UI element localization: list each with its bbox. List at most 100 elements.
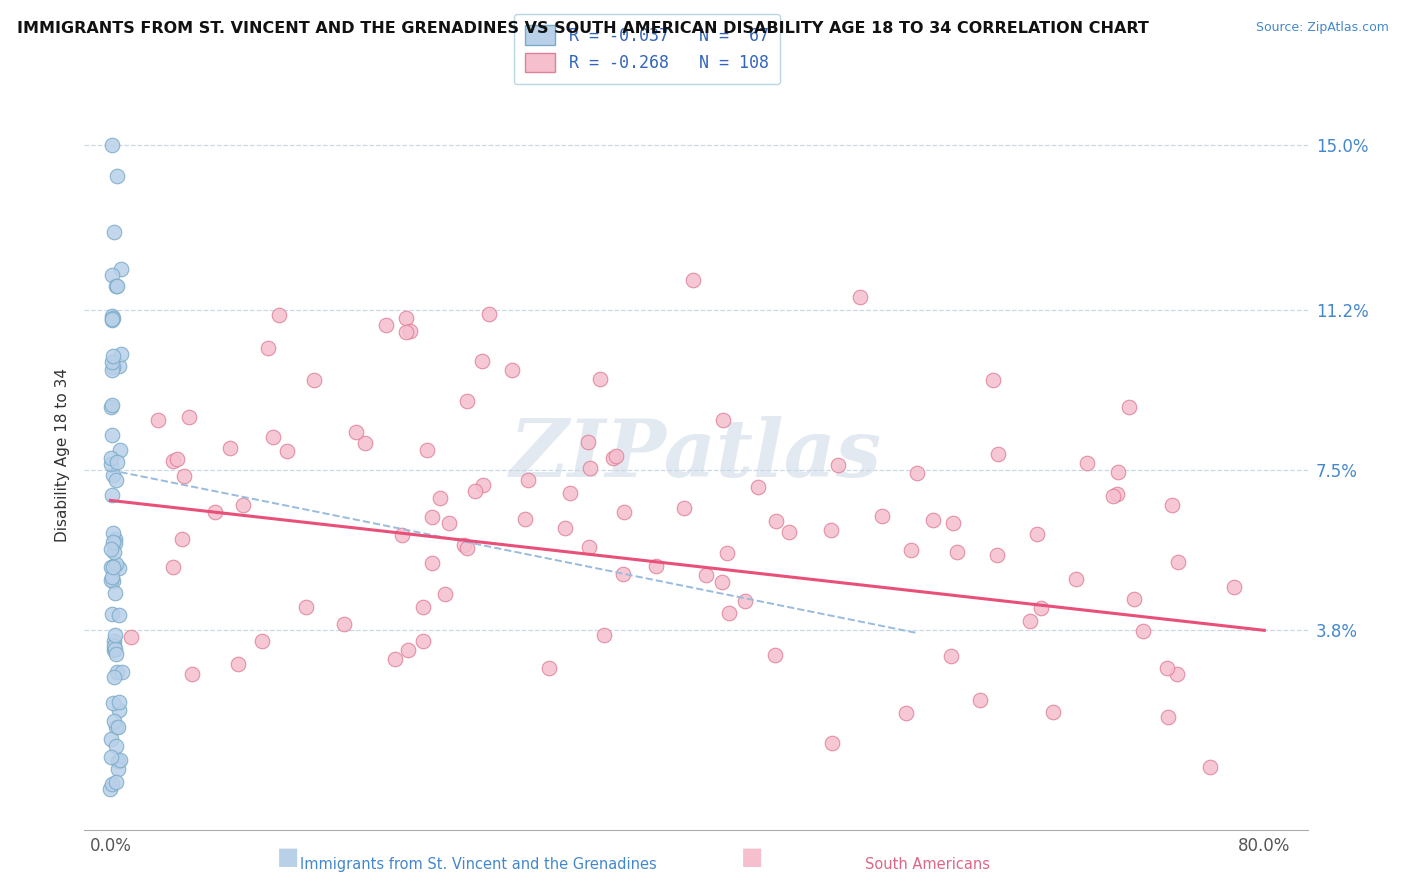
Point	[110, 347, 132, 361]
Point	[1105, 486, 1128, 500]
Point	[162, 454, 184, 468]
Point	[464, 483, 486, 498]
Point	[101, 311, 124, 326]
Point	[101, 535, 124, 549]
Point	[695, 568, 717, 582]
Point	[101, 349, 124, 363]
Point	[513, 512, 536, 526]
Point	[103, 634, 125, 648]
Point	[765, 514, 787, 528]
Point	[100, 451, 122, 466]
Point	[226, 657, 249, 671]
Point	[849, 290, 872, 304]
Point	[558, 485, 581, 500]
Point	[101, 559, 124, 574]
Point	[103, 468, 125, 483]
Point	[103, 545, 125, 559]
Point	[332, 617, 354, 632]
Point	[269, 309, 291, 323]
Point	[103, 536, 125, 550]
Point	[344, 425, 367, 439]
Point	[1029, 601, 1052, 615]
Point	[104, 720, 127, 734]
Point	[391, 527, 413, 541]
Point	[827, 458, 849, 473]
Point	[103, 670, 125, 684]
Point	[181, 667, 204, 681]
Point	[177, 409, 200, 424]
Point	[276, 443, 298, 458]
Point	[100, 731, 122, 746]
Point	[101, 570, 124, 584]
Point	[412, 634, 434, 648]
Point	[1156, 660, 1178, 674]
Point	[429, 491, 451, 506]
Point	[100, 573, 122, 587]
Point	[747, 480, 769, 494]
Point	[1102, 490, 1125, 504]
Point	[107, 762, 129, 776]
Point	[969, 693, 991, 707]
Point	[105, 775, 128, 789]
Point	[939, 648, 962, 663]
Point	[472, 477, 495, 491]
Point	[554, 521, 576, 535]
Point	[1161, 499, 1184, 513]
Point	[105, 169, 128, 183]
Point	[104, 586, 127, 600]
Point	[416, 442, 439, 457]
Point	[1118, 400, 1140, 414]
Point	[108, 703, 131, 717]
Point	[579, 461, 602, 475]
Point	[922, 512, 945, 526]
Point	[173, 469, 195, 483]
Point	[820, 523, 842, 537]
Text: ■: ■	[277, 845, 299, 869]
Point	[107, 607, 129, 622]
Point	[100, 488, 122, 502]
Point	[420, 556, 443, 570]
Point	[101, 268, 124, 282]
Point	[394, 325, 416, 339]
Point	[471, 354, 494, 368]
Point	[1166, 666, 1188, 681]
Point	[456, 394, 478, 409]
Point	[100, 309, 122, 323]
Point	[103, 639, 125, 653]
Point	[262, 430, 284, 444]
Point	[820, 736, 842, 750]
Point	[218, 441, 240, 455]
Point	[375, 318, 398, 332]
Point	[384, 651, 406, 665]
Point	[717, 607, 740, 621]
Point	[516, 474, 538, 488]
Point	[100, 355, 122, 369]
Point	[477, 307, 499, 321]
Point	[105, 557, 128, 571]
Point	[100, 541, 122, 556]
Point	[453, 538, 475, 552]
Point	[734, 593, 756, 607]
Point	[713, 412, 735, 426]
Point	[101, 311, 124, 326]
Point	[104, 647, 127, 661]
Point	[110, 753, 132, 767]
Point	[986, 548, 1008, 562]
Point	[104, 278, 127, 293]
Point	[103, 225, 125, 239]
Point	[987, 447, 1010, 461]
Text: ZIPatlas: ZIPatlas	[510, 417, 882, 493]
Point	[589, 372, 612, 386]
Point	[1026, 527, 1049, 541]
Point	[682, 273, 704, 287]
Point	[232, 498, 254, 512]
Point	[101, 398, 124, 412]
Point	[644, 558, 666, 573]
Point	[302, 373, 325, 387]
Point	[672, 501, 695, 516]
Point	[146, 413, 169, 427]
Point	[104, 628, 127, 642]
Point	[100, 781, 122, 796]
Point	[613, 505, 636, 519]
Point	[105, 455, 128, 469]
